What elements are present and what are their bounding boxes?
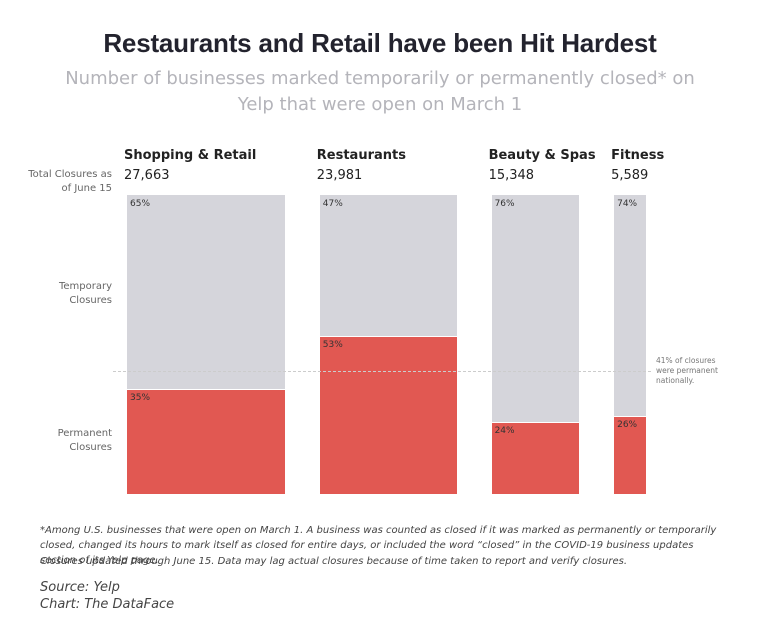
bar-segment — [319, 195, 457, 336]
bar-segment — [319, 335, 457, 494]
category-label: Beauty & Spas — [488, 148, 596, 163]
source: Source: Yelp — [40, 580, 120, 595]
reference-line — [113, 371, 651, 373]
value-label: 76% — [494, 199, 515, 209]
value-label: 24% — [494, 426, 515, 437]
row-label: Total Closures as of June 15 — [28, 169, 112, 194]
category-label: Shopping & Retail — [124, 148, 257, 163]
category-label: Fitness — [611, 148, 665, 163]
total-label: 5,589 — [611, 168, 649, 183]
value-label: 35% — [130, 393, 151, 404]
credit: Chart: The DataFace — [40, 597, 175, 612]
value-label: 65% — [130, 199, 151, 209]
total-label: 27,663 — [124, 168, 170, 183]
series-label: Permanent Closures — [57, 428, 112, 453]
title: Restaurants and Retail have been Hit Har… — [103, 28, 657, 58]
value-label: 74% — [617, 199, 638, 209]
subtitle: Number of businesses marked temporarily … — [65, 68, 695, 115]
reference-note: 41% of closures were permanent nationall… — [656, 356, 718, 386]
value-label: 53% — [322, 339, 343, 350]
value-label: 47% — [322, 199, 343, 209]
category-label: Restaurants — [316, 148, 406, 163]
bar-segment — [491, 422, 580, 494]
value-label: 26% — [617, 420, 638, 431]
total-label: 23,981 — [316, 168, 363, 183]
bar-segment — [127, 389, 285, 494]
bar-segment — [491, 195, 580, 423]
bar-segment — [127, 195, 285, 390]
bar-segment — [614, 416, 646, 494]
footnote: Closures updated through June 15. Data m… — [40, 556, 628, 567]
footnote: *Among U.S. businesses that were open on… — [40, 525, 717, 566]
bar-segment — [614, 195, 646, 417]
series-label: Temporary Closures — [58, 281, 112, 306]
total-label: 15,348 — [488, 168, 535, 183]
